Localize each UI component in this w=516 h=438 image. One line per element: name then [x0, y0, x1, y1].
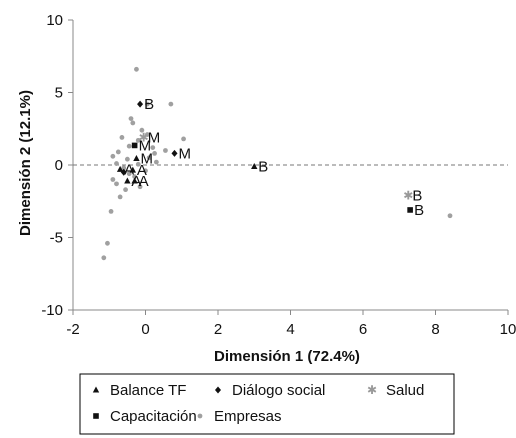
data-point-circle [114, 161, 119, 166]
data-point-circle [139, 127, 145, 133]
x-tick-label: 2 [214, 321, 222, 338]
data-point-star: ✱ [139, 130, 149, 144]
legend-label: Diálogo social [232, 382, 325, 399]
data-point-circle [150, 145, 156, 151]
y-tick-label: -5 [50, 230, 63, 247]
legend-frame [79, 373, 455, 435]
data-point-circle [144, 132, 150, 137]
x-tick-label: 0 [141, 321, 149, 338]
y-axis-title: Dimensión 2 (12.1%) [17, 90, 34, 236]
point-label: A [139, 173, 149, 190]
point-label: M [139, 137, 152, 154]
legend-marker-square [93, 413, 99, 419]
legend-label: Capacitación [110, 408, 197, 425]
x-axis-ticks: -2 0 2 4 6 8 10 [66, 310, 516, 338]
data-point-circle [163, 148, 168, 153]
data-point-circle [126, 143, 132, 149]
data-point-circle [117, 194, 123, 200]
legend-label: Empresas [214, 408, 282, 425]
y-tick-label: 10 [46, 12, 63, 29]
data-point-circle [119, 135, 125, 140]
data-points: ✱✱ [101, 66, 453, 261]
data-point-circle [143, 168, 148, 174]
legend-label: Salud [386, 382, 424, 399]
x-tick-label: 8 [431, 321, 439, 338]
point-label: M [179, 145, 192, 162]
data-point-circle [110, 153, 116, 159]
data-point-circle [101, 255, 107, 261]
point-label: B [258, 158, 268, 175]
point-label: M [148, 129, 161, 146]
point-label: A [131, 173, 141, 190]
data-point-circle [123, 187, 128, 193]
y-tick-label: 0 [55, 157, 63, 174]
point-label: M [140, 150, 153, 167]
point-label: B [414, 202, 424, 219]
legend-marker-star: ✱ [367, 383, 377, 397]
data-point-diamond [137, 100, 144, 108]
data-point-triangle [116, 165, 124, 172]
point-label: B [412, 187, 422, 204]
data-point-circle [128, 116, 134, 121]
legend-marker-circle [197, 413, 203, 419]
x-tick-label: -2 [66, 321, 79, 338]
data-point-diamond [171, 149, 178, 157]
data-point-circle [135, 161, 141, 167]
legend-marker-diamond [215, 386, 221, 394]
legend-marker-triangle [92, 386, 100, 393]
data-point-circle [110, 177, 116, 182]
point-label: A [137, 162, 147, 179]
data-point-triangle [133, 154, 140, 161]
data-point-circle [130, 120, 136, 126]
data-point-circle [132, 174, 138, 180]
data-point-circle [153, 159, 159, 165]
data-point-triangle [251, 162, 258, 169]
y-tick-label: 5 [55, 85, 63, 102]
data-point-circle [447, 213, 453, 219]
data-point-triangle [131, 177, 138, 184]
y-axis-ticks: -10 -5 0 5 10 [41, 12, 73, 319]
data-point-circle [146, 155, 152, 161]
data-point-circle [121, 165, 127, 171]
data-point-triangle [129, 166, 137, 173]
x-tick-label: 6 [359, 321, 367, 338]
legend-label: Balance TF [110, 382, 186, 399]
data-point-circle [137, 184, 143, 190]
data-point-triangle [124, 177, 131, 184]
point-label: A [124, 161, 134, 178]
data-point-circle [134, 66, 139, 72]
data-point-circle [181, 136, 186, 142]
data-point-square [407, 207, 413, 213]
data-point-circle [108, 209, 114, 214]
data-point-circle [168, 101, 174, 107]
data-point-circle [124, 156, 130, 162]
x-axis-title: Dimensión 1 (72.4%) [214, 348, 360, 365]
x-tick-label: 10 [500, 321, 516, 338]
legend: Balance TF Diálogo social ✱ Salud Capacitaci… [79, 373, 455, 435]
data-point-circle [115, 149, 121, 155]
data-point-circle [105, 240, 110, 246]
data-point-circle [135, 137, 141, 143]
x-tick-label: 4 [286, 321, 294, 338]
data-point-star: ✱ [403, 188, 413, 202]
data-point-square [131, 142, 138, 149]
y-tick-label: -10 [41, 302, 63, 319]
data-point-circle [114, 181, 119, 187]
point-label: B [144, 96, 154, 113]
data-point-circle [144, 101, 150, 107]
data-point-circle [152, 151, 157, 156]
